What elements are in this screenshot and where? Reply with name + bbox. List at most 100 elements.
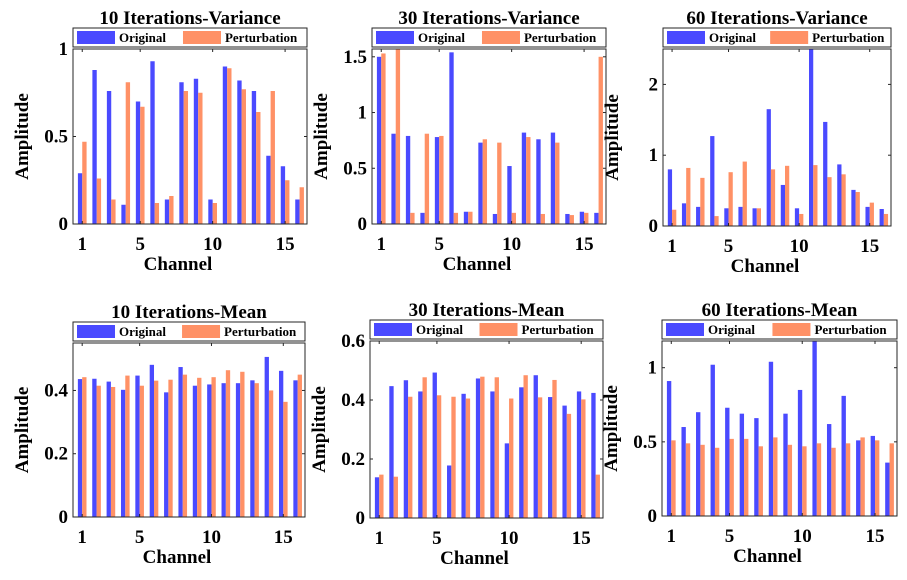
x-tick-label: 15 — [860, 236, 879, 257]
bar-perturbation-ch9 — [197, 377, 202, 517]
bar-original-ch1 — [666, 381, 672, 516]
bar-perturbation-ch1 — [379, 474, 384, 518]
bar-perturbation-ch6 — [742, 161, 747, 226]
legend: Original Perturbation — [72, 27, 308, 48]
y-tick-label: 0 — [358, 214, 368, 235]
legend-label-perturbation: Perturbation — [812, 30, 885, 45]
x-axis-label: Channel — [733, 546, 802, 567]
bar-perturbation-ch7 — [756, 208, 761, 226]
x-tick-label: 15 — [276, 234, 295, 255]
bar-perturbation-ch4 — [125, 82, 131, 224]
bar-original-ch11 — [812, 341, 817, 516]
bar-perturbation-ch1 — [82, 377, 87, 517]
bar-perturbation-ch16 — [889, 443, 894, 516]
bar-perturbation-ch13 — [254, 383, 259, 517]
bar-perturbation-ch6 — [744, 438, 749, 516]
axes-box — [371, 48, 607, 225]
bar-original-ch5 — [724, 208, 729, 226]
bar-original-ch7 — [164, 392, 169, 517]
x-tick-label: 5 — [135, 234, 145, 255]
bar-original-ch2 — [92, 378, 97, 517]
bar-original-ch11 — [221, 383, 226, 517]
bar-original-ch7 — [752, 208, 757, 226]
chart-title: 60 Iterations-Variance — [686, 8, 867, 29]
bar-original-ch1 — [376, 56, 382, 224]
x-axis-label: Channel — [143, 547, 212, 568]
bar-original-ch6 — [739, 413, 745, 516]
bar-original-ch14 — [264, 356, 269, 517]
legend-label-perturbation: Perturbation — [522, 322, 595, 337]
legend-label-perturbation: Perturbation — [224, 324, 297, 339]
axes-box — [369, 340, 604, 519]
bar-perturbation-ch14 — [270, 91, 275, 224]
bar-original-ch12 — [235, 383, 241, 517]
legend: Original Perturbation — [662, 27, 892, 48]
bar-perturbation-ch1 — [672, 209, 677, 226]
bar-original-ch15 — [870, 435, 875, 516]
bar-perturbation-ch14 — [569, 215, 574, 224]
y-tick-label: 0.4 — [341, 390, 365, 411]
bar-original-ch12 — [536, 139, 541, 224]
y-tick-label: 0.6 — [341, 331, 365, 352]
axes-box — [661, 340, 898, 517]
bar-perturbation-ch9 — [785, 165, 790, 226]
x-tick-label: 5 — [434, 234, 444, 255]
x-tick-label: 1 — [667, 526, 677, 547]
bar-perturbation-ch11 — [813, 165, 818, 226]
bar-original-ch2 — [92, 70, 97, 224]
y-tick-label: 0 — [648, 506, 658, 527]
bar-original-ch13 — [837, 164, 842, 226]
x-axis-label: Channel — [443, 254, 512, 275]
bar-perturbation-ch7 — [758, 446, 763, 516]
bar-original-ch8 — [478, 142, 483, 224]
y-tick-label: 0.5 — [343, 158, 367, 179]
bar-original-ch14 — [851, 189, 856, 226]
bar-perturbation-ch7 — [465, 398, 471, 518]
bar-perturbation-ch5 — [728, 172, 733, 226]
chart-title: 10 Iterations-Variance — [99, 8, 280, 29]
bar-original-ch8 — [178, 367, 183, 517]
bar-original-ch6 — [738, 206, 743, 226]
bar-perturbation-ch10 — [802, 446, 807, 516]
bar-original-ch8 — [179, 82, 184, 224]
bar-original-ch3 — [696, 412, 701, 516]
bar-perturbation-ch9 — [787, 444, 793, 516]
legend-label-perturbation: Perturbation — [524, 30, 597, 45]
x-tick-label: 1 — [374, 528, 384, 549]
bar-original-ch14 — [565, 213, 570, 224]
legend: Original Perturbation — [72, 321, 306, 342]
bar-perturbation-ch14 — [855, 192, 860, 226]
bar-original-ch1 — [77, 379, 83, 517]
bar-perturbation-ch5 — [140, 106, 145, 224]
chart-5: 00.20.40.61 5 10 15ChannelAmplitudeOriginal… — [309, 300, 604, 569]
bar-perturbation-ch12 — [831, 447, 836, 516]
y-axis-label: Amplitude — [311, 93, 332, 180]
bar-original-ch16 — [293, 380, 298, 517]
y-tick-label: 0.2 — [44, 444, 68, 465]
bar-perturbation-ch3 — [110, 386, 116, 517]
bar-perturbation-ch15 — [874, 440, 880, 516]
x-tick-label: 10 — [502, 234, 521, 255]
x-tick-label: 1 — [77, 527, 87, 548]
x-axis-label: Channel — [144, 254, 213, 275]
legend-swatch-perturbation — [770, 31, 809, 44]
bar-original-ch4 — [710, 364, 715, 516]
legend-label-original: Original — [709, 30, 756, 45]
bar-original-ch14 — [856, 440, 861, 516]
bar-original-ch6 — [150, 61, 155, 224]
bar-perturbation-ch12 — [827, 177, 832, 226]
bar-perturbation-ch10 — [799, 213, 804, 226]
bar-perturbation-ch6 — [154, 203, 160, 224]
bar-perturbation-ch12 — [240, 371, 245, 517]
bar-original-ch13 — [550, 132, 556, 224]
bar-original-ch1 — [374, 477, 380, 518]
bar-original-ch5 — [434, 137, 440, 224]
bar-perturbation-ch4 — [125, 375, 130, 517]
bar-original-ch16 — [885, 462, 890, 516]
bar-original-ch4 — [710, 136, 715, 226]
bar-original-ch3 — [696, 206, 701, 226]
bar-original-ch6 — [149, 364, 155, 517]
bar-perturbation-ch11 — [227, 68, 232, 224]
y-tick-label: 0 — [356, 508, 366, 529]
bar-perturbation-ch15 — [584, 212, 589, 224]
